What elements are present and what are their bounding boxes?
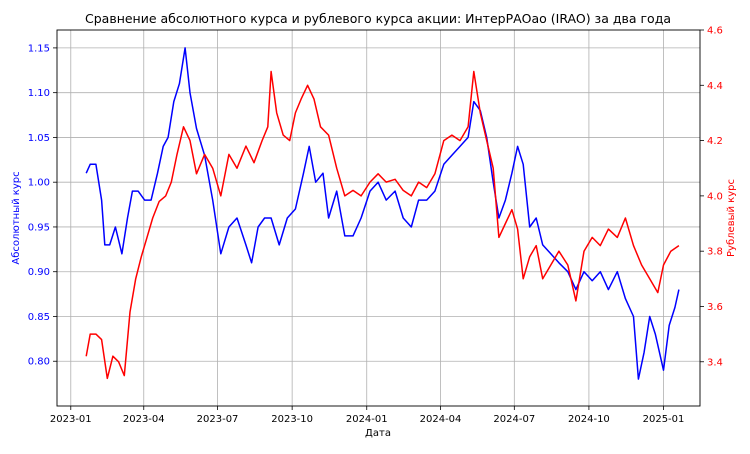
series-line-right (86, 72, 679, 379)
y-left-tick-label: 0.95 (28, 222, 50, 233)
y-left-tick-label: 0.90 (28, 267, 50, 278)
x-tick-label: 2023-04 (123, 414, 165, 425)
y-right-tick-label: 4.4 (707, 81, 723, 92)
y-left-tick-label: 0.80 (28, 357, 50, 368)
x-tick-label: 2024-10 (568, 414, 610, 425)
x-tick-label: 2023-01 (50, 414, 92, 425)
y-right-tick-label: 3.8 (707, 247, 723, 258)
y-right-tick-label: 3.4 (707, 357, 723, 368)
chart-title: Сравнение абсолютного курса и рублевого … (85, 11, 671, 26)
y-right-tick-label: 4.0 (707, 191, 723, 202)
x-axis-label: Дата (365, 428, 391, 439)
x-tick-label: 2023-10 (271, 414, 313, 425)
x-tick-label: 2024-07 (493, 414, 535, 425)
y-right-tick-label: 3.6 (707, 302, 723, 313)
x-tick-label: 2024-04 (420, 414, 462, 425)
y-axis-label-right: Рублевый курс (726, 179, 737, 257)
y-axis-label-left: Абсолютный курс (11, 171, 22, 264)
series-layer (86, 48, 679, 379)
y-left-tick-label: 0.85 (28, 312, 50, 323)
y-right-tick-label: 4.6 (707, 26, 723, 37)
y-left-tick-label: 1.10 (28, 88, 50, 99)
axis-layer: 2023-01 2023-04 2023-07 2023-10 2024-01 2024-… (28, 26, 723, 426)
y-right-tick-label: 4.2 (707, 136, 723, 147)
y-left-tick-label: 1.00 (28, 178, 50, 189)
x-tick-label: 2023-07 (197, 414, 239, 425)
y-left-tick-label: 1.15 (28, 43, 50, 54)
series-line-left (86, 48, 679, 379)
y-left-tick-label: 1.05 (28, 133, 50, 144)
x-tick-label: 2025-01 (643, 414, 685, 425)
x-tick-label: 2024-01 (346, 414, 388, 425)
